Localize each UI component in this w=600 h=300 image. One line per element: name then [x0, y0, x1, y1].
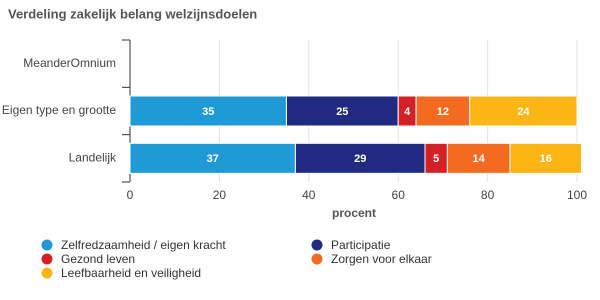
bar-segment	[285, 95, 399, 127]
data-label: 4	[404, 106, 411, 118]
y-tick-label: Eigen type en grootte	[2, 103, 116, 117]
legend-marker	[41, 267, 53, 279]
data-label: 37	[207, 153, 219, 165]
bar-segment	[446, 142, 511, 174]
data-label: 14	[473, 153, 486, 165]
legend-marker	[311, 253, 323, 265]
legend-label: Leefbaarheid en veiligheid	[61, 266, 201, 280]
bar-segment	[469, 95, 578, 127]
chart-title: Verdeling zakelijk belang welzijnsdoelen	[8, 6, 257, 21]
data-label: 35	[202, 106, 214, 118]
bar-segment	[415, 95, 471, 127]
x-tick-label: 60	[392, 188, 406, 202]
x-tick-label: 100	[567, 188, 587, 202]
x-tick-label: 20	[213, 188, 227, 202]
bar-segment	[294, 142, 426, 174]
legend-label: Zelfredzaamheid / eigen kracht	[61, 238, 226, 252]
legend-marker	[41, 253, 53, 265]
bar-segment	[509, 142, 582, 174]
data-label: 24	[517, 106, 530, 118]
y-tick-label: MeanderOmnium	[23, 56, 116, 70]
data-label: 25	[336, 106, 348, 118]
data-label: 29	[354, 153, 366, 165]
legend-label: Participatie	[331, 238, 391, 252]
x-tick-label: 0	[127, 188, 134, 202]
x-tick-label: 40	[302, 188, 316, 202]
x-axis-title: procent	[332, 206, 376, 220]
data-label: 16	[540, 153, 552, 165]
legend-marker	[41, 239, 53, 251]
data-label: 5	[433, 153, 439, 165]
x-tick-label: 80	[481, 188, 495, 202]
data-label: 12	[437, 106, 449, 118]
legend-label: Gezond leven	[61, 252, 135, 266]
y-tick-label: Landelijk	[69, 151, 117, 165]
legend-marker	[311, 239, 323, 251]
legend-label: Zorgen voor elkaar	[331, 252, 432, 266]
